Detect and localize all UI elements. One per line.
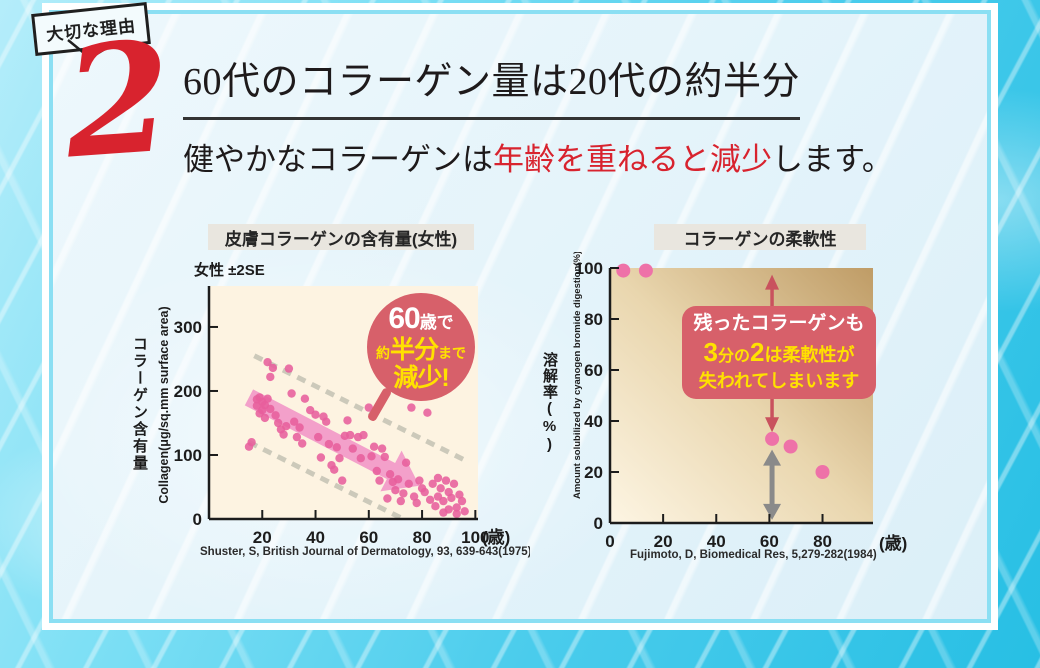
svg-text:Shuster, S, British Journal of: Shuster, S, British Journal of Dermatolo… bbox=[200, 546, 530, 558]
left-callout-line2: 約半分まで bbox=[375, 336, 466, 365]
subheadline-emphasis: 年齢を重ねると減少 bbox=[493, 142, 772, 177]
svg-text:60: 60 bbox=[359, 528, 378, 547]
svg-text:80: 80 bbox=[413, 528, 432, 547]
svg-text:40: 40 bbox=[707, 532, 726, 551]
left-chart-title: 皮膚コラーゲンの含有量(女性) bbox=[208, 224, 474, 250]
right-chart-plot: 0 20 40 60 80 100 0 20 40 60 80 (歳)Fujimoto, D, Bio… bbox=[572, 252, 907, 561]
svg-text:(歳): (歳) bbox=[879, 533, 907, 553]
svg-text:40: 40 bbox=[306, 528, 325, 547]
svg-text:20: 20 bbox=[253, 528, 272, 547]
svg-text:100: 100 bbox=[461, 528, 489, 547]
svg-text:60: 60 bbox=[760, 532, 779, 551]
right-callout-line2: 3分の2は柔軟性が bbox=[703, 337, 855, 368]
svg-text:0: 0 bbox=[605, 532, 614, 551]
left-callout-bubble: 60歳で 約半分まで 減少! bbox=[367, 293, 475, 401]
svg-text:300: 300 bbox=[174, 318, 202, 337]
right-chart-ylabel-jp: 溶解率(%) bbox=[541, 352, 558, 454]
right-callout-box: 残ったコラーゲンも 3分の2は柔軟性が 失われてしまいます bbox=[682, 306, 876, 399]
svg-text:Collagen(μg/sq.mm surface area: Collagen(μg/sq.mm surface area) bbox=[157, 306, 171, 503]
svg-text:200: 200 bbox=[174, 382, 202, 401]
svg-text:0: 0 bbox=[193, 510, 202, 529]
svg-text:Fujimoto, D, Biomedical Res, 5: Fujimoto, D, Biomedical Res, 5,279-282(1… bbox=[630, 549, 877, 561]
svg-text:100: 100 bbox=[575, 259, 603, 278]
svg-text:0: 0 bbox=[594, 514, 603, 533]
svg-text:40: 40 bbox=[584, 412, 603, 431]
svg-text:Amount solubilized by cyanogen: Amount solubilized by cyanogen bromide d… bbox=[572, 252, 583, 499]
svg-text:80: 80 bbox=[813, 532, 832, 551]
left-callout-line1: 60歳で bbox=[388, 301, 454, 335]
left-chart-legend: 女性 ±2SE bbox=[194, 262, 265, 279]
svg-text:60: 60 bbox=[584, 361, 603, 380]
svg-text:20: 20 bbox=[654, 532, 673, 551]
headline: 60代のコラーゲン量は20代の約半分 bbox=[183, 50, 801, 120]
subheadline: 健やかなコラーゲンは年齢を重ねると減少します。 bbox=[183, 134, 893, 179]
left-callout-line3: 減少! bbox=[393, 364, 449, 393]
right-chart-title: コラーゲンの柔軟性 bbox=[654, 224, 866, 250]
svg-text:80: 80 bbox=[584, 310, 603, 329]
svg-text:(歳): (歳) bbox=[482, 527, 510, 547]
reason-number: 2 bbox=[58, 6, 177, 193]
left-chart-ylabel-jp: コラーゲン含有量 bbox=[131, 336, 148, 472]
right-callout-line3: 失われてしまいます bbox=[698, 371, 860, 392]
right-callout-line1: 残ったコラーゲンも bbox=[693, 312, 865, 334]
subheadline-pre: 健やかなコラーゲンは bbox=[183, 142, 493, 177]
badge-pointer-icon bbox=[67, 39, 116, 60]
svg-text:20: 20 bbox=[584, 463, 603, 482]
svg-text:100: 100 bbox=[174, 446, 202, 465]
subheadline-post: します。 bbox=[772, 142, 893, 177]
